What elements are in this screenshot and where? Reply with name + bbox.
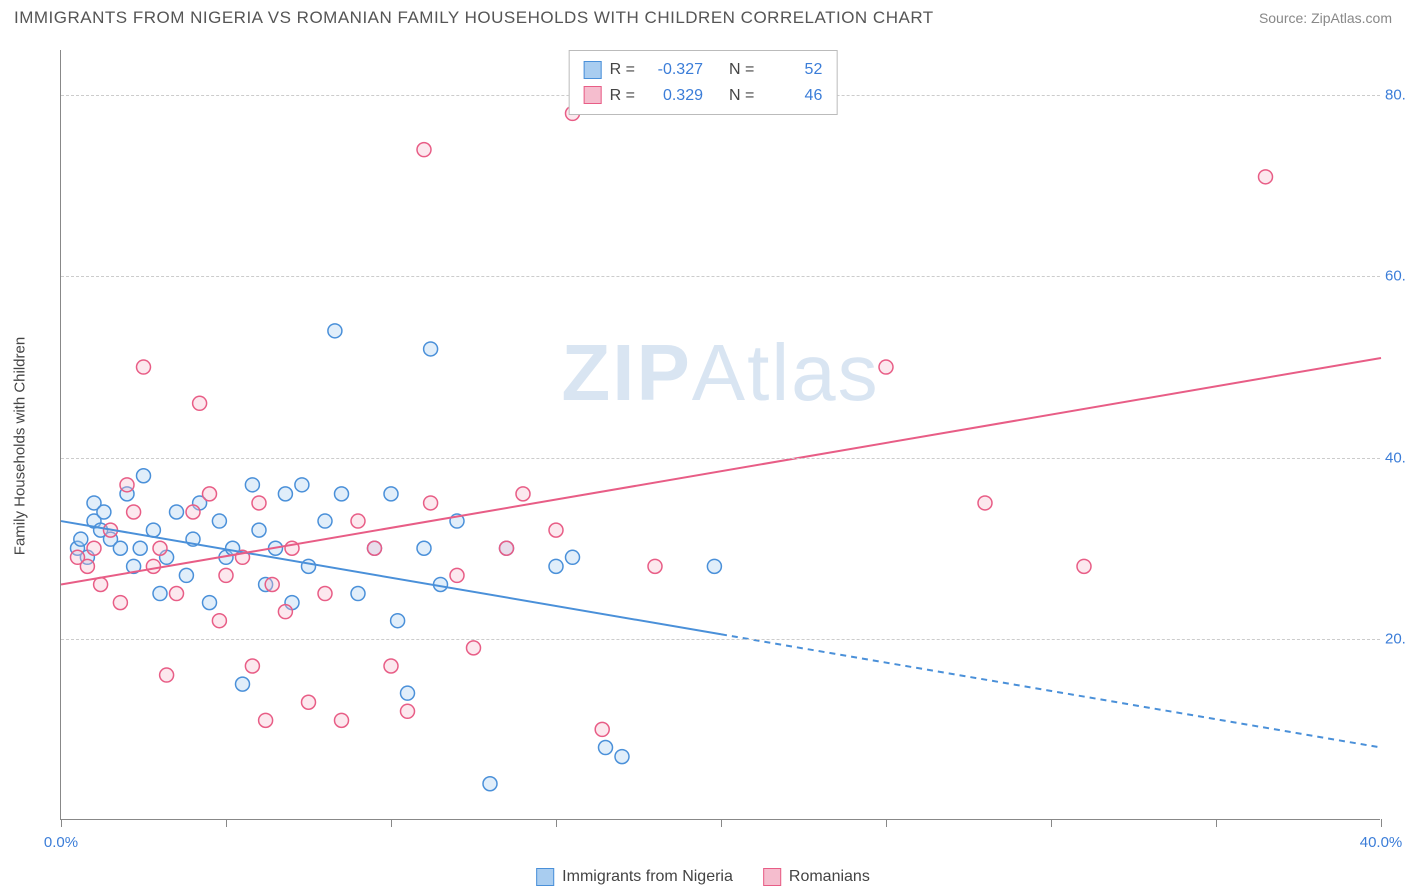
n-label: N = xyxy=(729,57,754,83)
swatch-romania xyxy=(584,86,602,104)
r-value-nigeria: -0.327 xyxy=(643,57,703,83)
legend-label-romania: Romanians xyxy=(789,868,870,886)
source-value: ZipAtlas.com xyxy=(1311,10,1392,26)
y-tick-label: 20.0% xyxy=(1385,630,1406,647)
legend-row-romania: R = 0.329 N = 46 xyxy=(584,83,823,109)
plot-area: ZIPAtlas 20.0%40.0%60.0%80.0%0.0%40.0% xyxy=(60,50,1380,820)
legend-label-nigeria: Immigrants from Nigeria xyxy=(562,868,733,886)
swatch-nigeria xyxy=(536,868,554,886)
series-legend: Immigrants from Nigeria Romanians xyxy=(536,868,870,886)
legend-item-romania: Romanians xyxy=(763,868,870,886)
swatch-nigeria xyxy=(584,61,602,79)
r-label: R = xyxy=(610,57,635,83)
legend-row-nigeria: R = -0.327 N = 52 xyxy=(584,57,823,83)
source-label: Source: xyxy=(1259,10,1311,26)
r-value-romania: 0.329 xyxy=(643,83,703,109)
r-label: R = xyxy=(610,83,635,109)
n-value-romania: 46 xyxy=(762,83,822,109)
y-tick-label: 40.0% xyxy=(1385,449,1406,466)
chart-svg xyxy=(61,50,1380,819)
y-tick-label: 60.0% xyxy=(1385,268,1406,285)
y-tick-label: 80.0% xyxy=(1385,87,1406,104)
x-tick-label: 0.0% xyxy=(44,834,78,851)
legend-item-nigeria: Immigrants from Nigeria xyxy=(536,868,733,886)
x-tick-label: 40.0% xyxy=(1360,834,1403,851)
n-value-nigeria: 52 xyxy=(762,57,822,83)
swatch-romania xyxy=(763,868,781,886)
n-label: N = xyxy=(729,83,754,109)
chart-title: IMMIGRANTS FROM NIGERIA VS ROMANIAN FAMI… xyxy=(14,8,934,28)
y-axis-label: Family Households with Children xyxy=(12,337,29,555)
correlation-legend: R = -0.327 N = 52 R = 0.329 N = 46 xyxy=(569,50,838,115)
source-attribution: Source: ZipAtlas.com xyxy=(1259,10,1392,26)
